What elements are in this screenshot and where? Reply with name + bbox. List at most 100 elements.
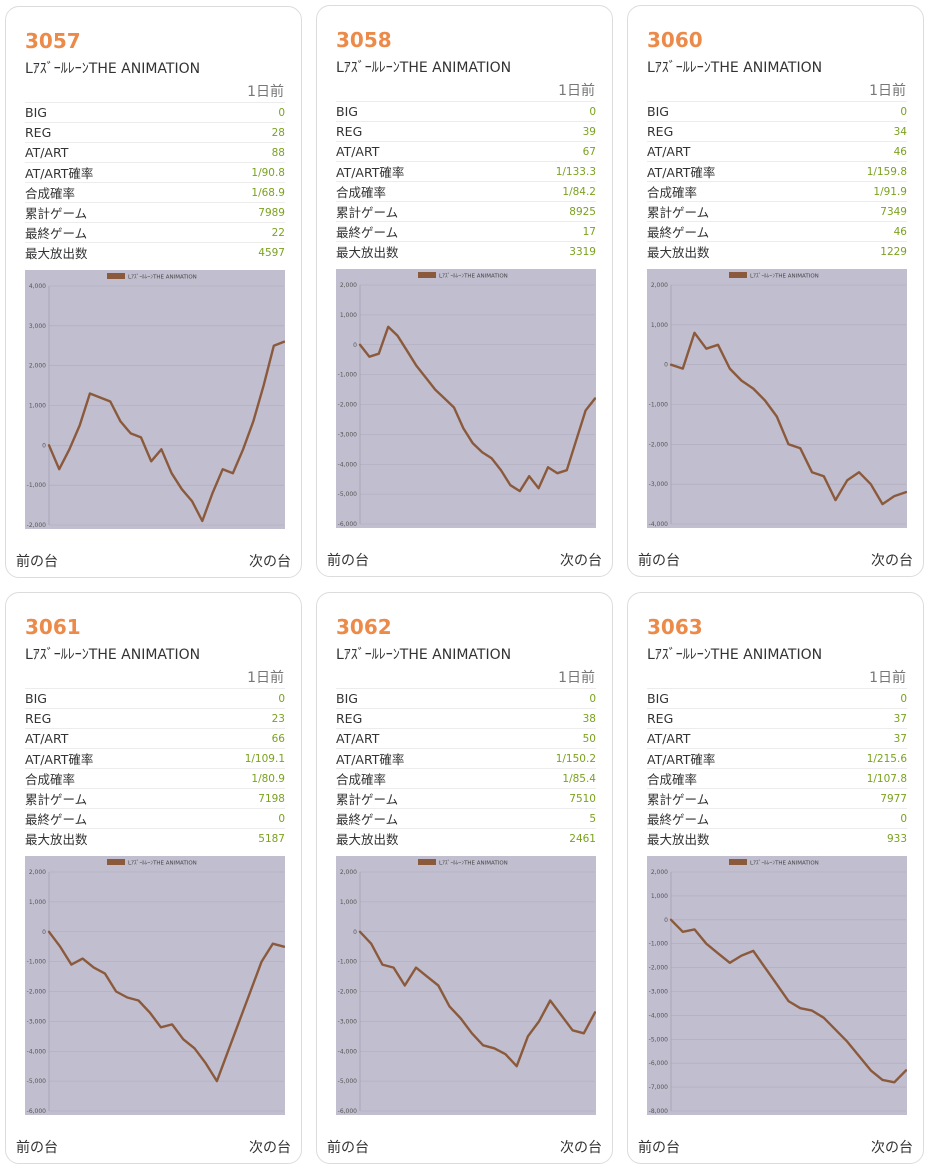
stat-label: 合成確率 <box>25 768 189 789</box>
y-tick-label: 1,000 <box>340 899 357 906</box>
y-tick-label: -2,000 <box>649 441 669 448</box>
next-machine-link[interactable]: 次の台 <box>871 553 913 569</box>
data-point <box>705 943 707 945</box>
stat-row: REG 28 <box>25 122 285 143</box>
stat-value: 7510 <box>499 788 596 809</box>
data-point <box>193 1047 196 1049</box>
machine-name: LｱｽﾞｰﾙﾚｰﾝTHE ANIMATION <box>647 647 823 663</box>
stat-value: 7989 <box>199 202 285 223</box>
machine-name: LｱｽﾞｰﾙﾚｰﾝTHE ANIMATION <box>25 61 201 77</box>
stat-value: 1229 <box>810 241 907 261</box>
prev-machine-link[interactable]: 前の台 <box>638 1140 680 1156</box>
day-column-header: 1日前 <box>558 83 595 99</box>
stat-row: AT/ART確率 1/159.8 <box>647 161 907 182</box>
y-tick-label: -1,000 <box>27 482 47 489</box>
y-tick-label: -7,000 <box>649 1084 669 1091</box>
data-point <box>171 1023 173 1025</box>
data-point <box>48 444 50 446</box>
stat-row: 最大放出数 5187 <box>25 828 285 848</box>
slump-chart: 2,000 1,000 0 -1,000 -2,000 -3,000 -4,000 Lｱｽﾞｰ… <box>647 269 907 528</box>
y-tick-label: -1,000 <box>338 372 358 379</box>
machine-number[interactable]: 3057 <box>25 29 81 53</box>
y-tick-label: 2,000 <box>651 869 668 876</box>
data-point <box>823 1017 825 1019</box>
stat-row: REG 38 <box>336 708 596 729</box>
prev-machine-link[interactable]: 前の台 <box>638 553 680 569</box>
next-machine-link[interactable]: 次の台 <box>560 553 602 569</box>
next-machine-link[interactable]: 次の台 <box>560 1140 602 1156</box>
stat-row: 最大放出数 2461 <box>336 828 596 848</box>
data-point <box>787 443 790 445</box>
machine-number[interactable]: 3062 <box>336 615 392 639</box>
machine-name: LｱｽﾞｰﾙﾚｰﾝTHE ANIMATION <box>336 647 512 663</box>
stat-row: 最終ゲーム 17 <box>336 221 596 242</box>
data-point <box>378 353 380 355</box>
data-point <box>527 1035 529 1037</box>
stat-value: 22 <box>199 222 285 243</box>
data-point <box>566 469 568 471</box>
stat-row: AT/ART 50 <box>336 728 596 749</box>
machine-number[interactable]: 3061 <box>25 615 81 639</box>
stat-row: 最大放出数 933 <box>647 828 907 848</box>
stat-row: REG 39 <box>336 121 596 142</box>
stat-label: 最大放出数 <box>647 828 811 848</box>
stat-value: 1/80.9 <box>188 768 285 789</box>
data-point <box>238 1020 240 1022</box>
stat-label: REG <box>647 708 811 729</box>
stat-row: 合成確率 1/107.8 <box>647 768 907 789</box>
data-point <box>368 356 370 358</box>
slump-chart: 2,000 1,000 0 -1,000 -2,000 -3,000 -4,000 -5,00… <box>336 269 596 528</box>
stat-label: BIG <box>647 101 811 122</box>
data-point <box>905 491 907 493</box>
stat-row: 最大放出数 4597 <box>25 242 285 262</box>
data-point <box>846 1041 848 1043</box>
stat-value: 0 <box>810 808 907 829</box>
data-point <box>249 990 251 993</box>
stat-row: 累計ゲーム 7977 <box>647 788 907 809</box>
stat-row: 合成確率 1/80.9 <box>25 768 285 789</box>
y-tick-label: -1,000 <box>27 959 47 966</box>
prev-machine-link[interactable]: 前の台 <box>327 1140 369 1156</box>
next-machine-link[interactable]: 次の台 <box>871 1140 913 1156</box>
stat-label: REG <box>25 708 189 729</box>
data-point <box>811 471 813 473</box>
stat-row: AT/ART確率 1/215.6 <box>647 748 907 769</box>
data-point <box>191 500 193 502</box>
next-machine-link[interactable]: 次の台 <box>249 554 291 570</box>
data-point <box>549 999 551 1002</box>
data-point <box>481 451 483 453</box>
machine-number[interactable]: 3060 <box>647 28 703 52</box>
machine-number[interactable]: 3058 <box>336 28 392 52</box>
y-tick-label: -4,000 <box>338 461 358 468</box>
data-point <box>109 400 111 403</box>
stat-label: 累計ゲーム <box>647 201 811 222</box>
prev-machine-link[interactable]: 前の台 <box>327 553 369 569</box>
day-column-header: 1日前 <box>247 670 284 686</box>
stat-row: BIG 0 <box>336 101 596 122</box>
stat-label: AT/ART <box>25 142 200 163</box>
stats-table: BIG 0 REG 39 AT/ART 67 AT/ART確率 1/133.3 合成確率 1/84… <box>336 101 596 261</box>
day-column-header: 1日前 <box>558 670 595 686</box>
prev-machine-link[interactable]: 前の台 <box>16 554 58 570</box>
stat-label: 最大放出数 <box>25 242 200 262</box>
machine-card: 3063 LｱｽﾞｰﾙﾚｰﾝTHE ANIMATION 1日前 BIG 0 REG 37 AT… <box>627 592 924 1164</box>
y-tick-label: -4,000 <box>649 521 669 528</box>
stat-label: 累計ゲーム <box>336 788 500 809</box>
prev-machine-link[interactable]: 前の台 <box>16 1140 58 1156</box>
data-point <box>787 1000 790 1002</box>
stat-label: REG <box>25 122 200 143</box>
stat-value: 7977 <box>810 788 907 809</box>
machine-number[interactable]: 3063 <box>647 615 703 639</box>
stat-label: 最大放出数 <box>25 828 189 848</box>
stat-value: 0 <box>810 101 907 122</box>
data-point <box>870 483 872 485</box>
stat-value: 88 <box>199 142 285 163</box>
legend-swatch <box>729 859 747 865</box>
stat-row: AT/ART 46 <box>647 141 907 162</box>
stat-value: 0 <box>188 808 285 829</box>
y-tick-label: -6,000 <box>27 1108 47 1115</box>
y-tick-label: 2,000 <box>29 869 46 876</box>
stat-label: 最終ゲーム <box>647 808 811 829</box>
stat-value: 1/84.2 <box>499 181 596 202</box>
next-machine-link[interactable]: 次の台 <box>249 1140 291 1156</box>
